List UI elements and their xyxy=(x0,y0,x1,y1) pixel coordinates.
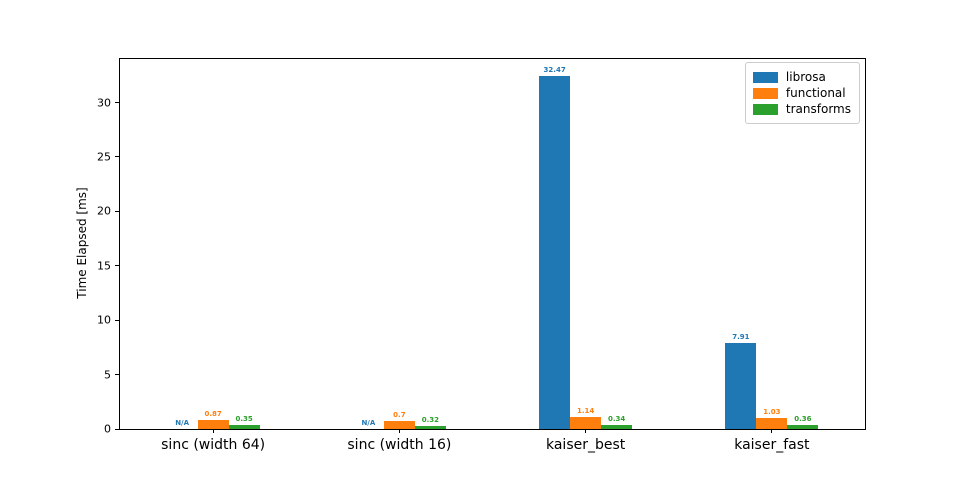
legend-item-transforms: transforms xyxy=(752,101,851,117)
bar-transforms-kaiser-fast xyxy=(787,425,819,429)
x-tick-mark xyxy=(398,429,400,433)
y-tick-mark xyxy=(115,319,120,321)
x-tick-label-kaiser-best: kaiser_best xyxy=(545,437,626,453)
bar-functional-sinc-width-16 xyxy=(383,421,415,429)
bar-transforms-kaiser-best xyxy=(601,425,633,429)
y-tick-label: 0 xyxy=(104,422,111,436)
legend-item-librosa: librosa xyxy=(752,69,851,85)
y-tick-label: 5 xyxy=(104,368,111,382)
bar-transforms-sinc-width-16 xyxy=(414,425,446,429)
bar-transforms-sinc-width-64 xyxy=(228,425,260,429)
y-tick-label: 15 xyxy=(97,259,111,273)
value-label-transforms-sinc-width-64: 0.35 xyxy=(235,415,253,424)
x-tick-mark xyxy=(585,429,587,433)
value-label-librosa-sinc-width-16: N/A xyxy=(361,419,376,427)
x-tick-mark xyxy=(771,429,773,433)
value-label-librosa-kaiser-fast: 7.91 xyxy=(732,332,750,341)
x-tick-mark xyxy=(212,429,214,433)
legend-swatch-transforms xyxy=(752,103,778,115)
legend-item-functional: functional xyxy=(752,85,851,101)
y-axis-label: Time Elapsed [ms] xyxy=(75,187,89,299)
value-label-functional-kaiser-fast: 1.03 xyxy=(763,407,781,416)
value-label-transforms-sinc-width-16: 0.32 xyxy=(421,415,440,424)
y-tick-mark xyxy=(115,265,120,267)
legend-swatch-librosa xyxy=(752,71,778,83)
value-label-functional-kaiser-best: 1.14 xyxy=(576,406,595,415)
value-label-librosa-sinc-width-64: N/A xyxy=(175,419,190,427)
legend: librosa functional transforms xyxy=(744,62,860,124)
y-tick-label: 10 xyxy=(97,313,111,327)
y-tick-mark xyxy=(115,102,120,104)
y-tick-label: 30 xyxy=(97,96,111,110)
y-tick-mark xyxy=(115,374,120,376)
x-tick-label-kaiser-fast: kaiser_fast xyxy=(734,437,810,453)
value-label-transforms-kaiser-fast: 0.36 xyxy=(794,415,812,424)
legend-label-transforms: transforms xyxy=(785,102,851,116)
bar-librosa-kaiser-fast xyxy=(725,342,757,429)
y-tick-mark xyxy=(115,428,120,430)
value-label-functional-sinc-width-16: 0.7 xyxy=(393,411,406,420)
plot-area: librosa functional transforms 0 5 10 15 20 25 30… xyxy=(97,58,866,453)
legend-label-functional: functional xyxy=(785,86,846,100)
bar-functional-kaiser-best xyxy=(570,416,602,429)
value-label-librosa-kaiser-best: 32.47 xyxy=(543,65,566,74)
bar-functional-sinc-width-64 xyxy=(197,419,229,429)
bar-librosa-kaiser-best xyxy=(539,75,571,429)
legend-swatch-functional xyxy=(752,87,778,99)
legend-label-librosa: librosa xyxy=(785,70,826,84)
x-tick-label-sinc-width-64: sinc (width 64) xyxy=(161,437,266,453)
y-tick-mark xyxy=(115,156,120,158)
y-tick-mark xyxy=(115,210,120,212)
value-label-transforms-kaiser-best: 0.34 xyxy=(607,415,626,424)
y-tick-label: 20 xyxy=(97,204,111,218)
x-tick-label-sinc-width-16: sinc (width 16) xyxy=(347,437,452,453)
bar-functional-kaiser-fast xyxy=(756,417,788,429)
y-tick-label: 25 xyxy=(97,150,111,164)
value-label-functional-sinc-width-64: 0.87 xyxy=(204,409,222,418)
